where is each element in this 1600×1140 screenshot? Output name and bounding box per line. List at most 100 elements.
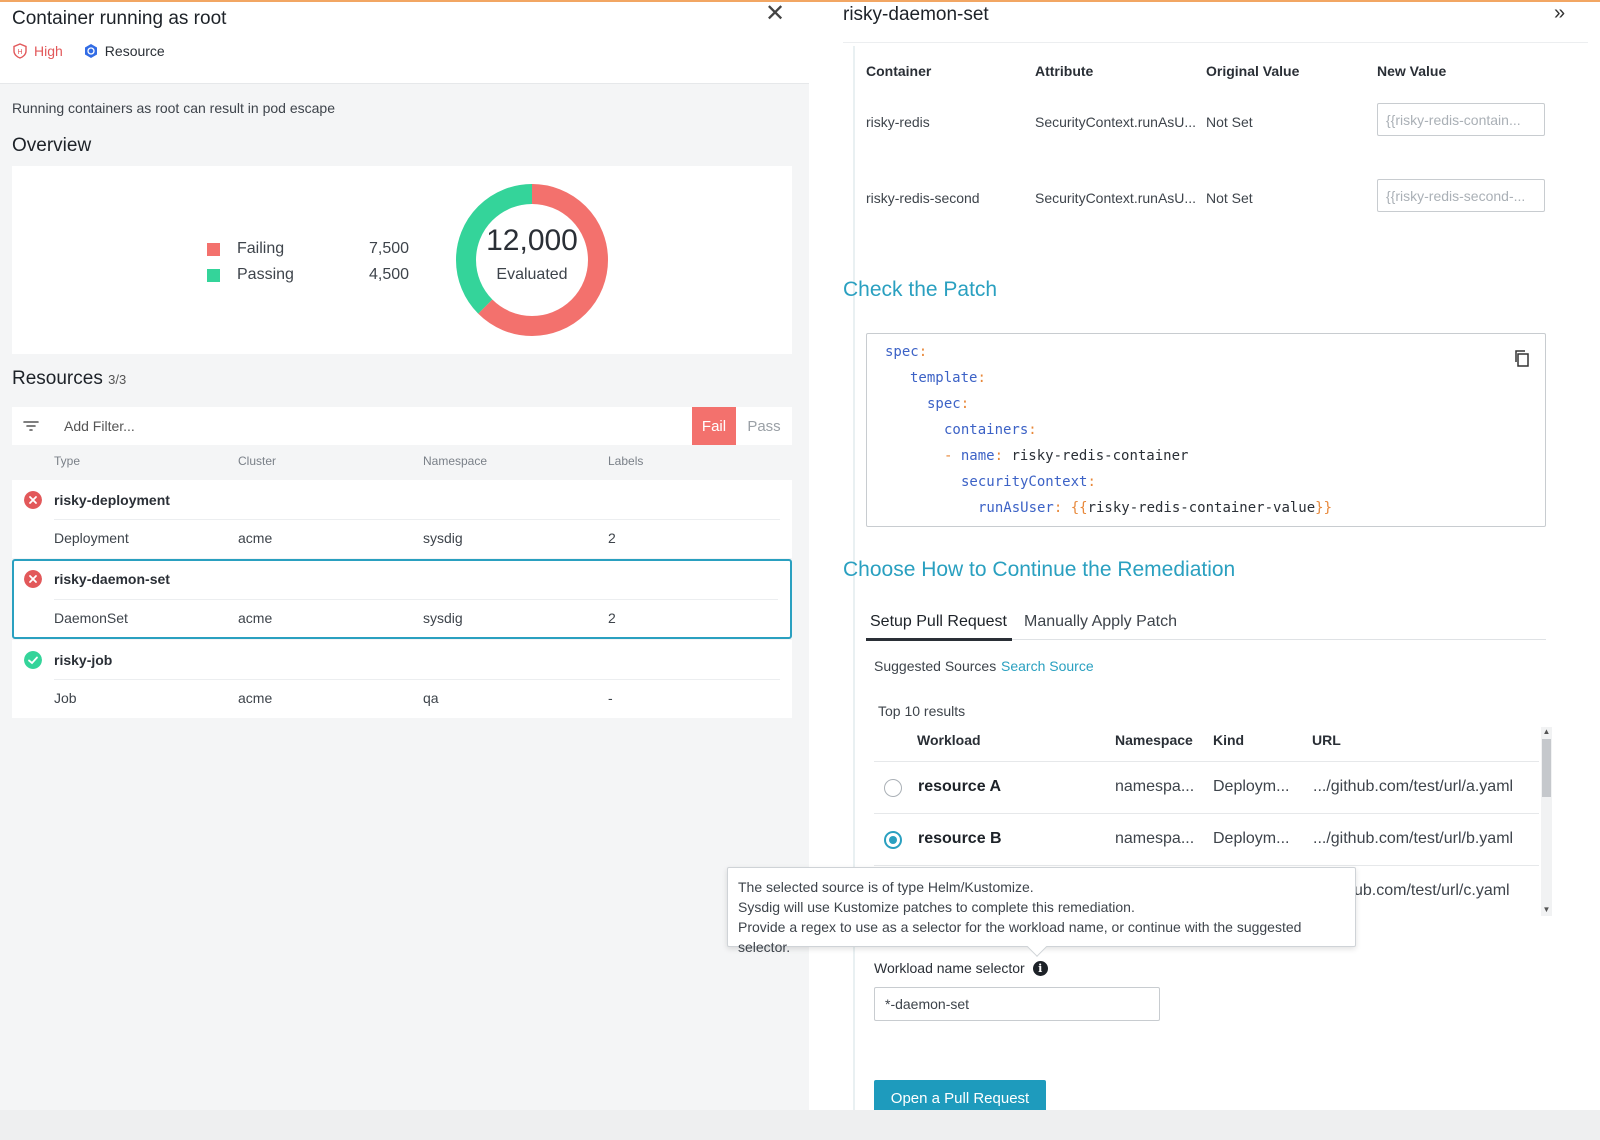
tab-manually-apply-patch[interactable]: Manually Apply Patch (1024, 613, 1177, 630)
filter-input[interactable] (64, 407, 624, 445)
svg-text:H: H (17, 49, 22, 56)
top-accent-bar (0, 0, 1600, 2)
divider (54, 519, 780, 520)
legend-value: 7,500 (369, 240, 410, 257)
resource-name: risky-job (54, 652, 113, 668)
check-patch-heading: Check the Patch (843, 278, 998, 301)
bottom-shade (0, 1110, 1600, 1140)
patch-col-attribute: Attribute (1035, 63, 1094, 79)
search-source-link[interactable]: Search Source (1001, 658, 1094, 674)
code-key: runAsUser (978, 500, 1054, 516)
legend-item-passing: Passing 4,500 (207, 262, 409, 288)
divider (843, 42, 1588, 43)
overview-heading: Overview (12, 135, 92, 156)
column-header-namespace[interactable]: Namespace (423, 454, 488, 468)
copy-icon[interactable] (1512, 348, 1532, 368)
expand-panel-icon[interactable]: » (1554, 2, 1566, 24)
workload-url: .../github.com/test/url/a.yaml (1313, 778, 1514, 795)
resource-labels: 2 (608, 530, 616, 546)
patch-original: Not Set (1206, 190, 1253, 206)
new-value-input[interactable]: {{risky-redis-contain... (1377, 103, 1545, 136)
scope-label: Resource (104, 43, 165, 59)
overview-card: Failing 7,500 Passing 4,500 12,000 Evalu… (12, 166, 792, 354)
failing-swatch (207, 242, 220, 256)
code-key: name (960, 448, 995, 464)
workload-url: ub.com/test/url/c.yaml (1354, 882, 1510, 899)
divider (54, 679, 780, 680)
code-key: securityContext (961, 474, 1088, 490)
legend-label: Passing (237, 266, 294, 283)
resources-heading: Resources 3/3 (12, 368, 126, 390)
scroll-thumb[interactable] (1542, 739, 1551, 797)
donut-passing-arc (456, 184, 608, 336)
workload-kind: Deploym... (1213, 778, 1290, 795)
tooltip-line: Provide a regex to use as a selector for… (738, 919, 1302, 955)
workload-col-workload: Workload (917, 732, 981, 748)
resource-cluster: acme (238, 690, 273, 706)
workload-selector-label: Workload name selector i (874, 960, 1048, 976)
workload-row-selected[interactable]: resource B namespa... Deploym... .../git… (874, 813, 1539, 865)
resource-namespace: sysdig (423, 530, 463, 546)
column-header-labels[interactable]: Labels (608, 454, 644, 468)
workload-name: resource A (918, 778, 1001, 795)
resource-cluster: acme (238, 610, 273, 626)
workload-radio-selected[interactable] (884, 831, 902, 849)
patch-col-new: New Value (1377, 63, 1447, 79)
finding-title: Container running as root (12, 8, 227, 29)
resources-count: 3/3 (108, 372, 127, 387)
donut-total-label: Evaluated (496, 266, 568, 283)
severity-badge: H High (12, 43, 63, 59)
column-header-type[interactable]: Type (54, 454, 81, 468)
fail-status-icon (24, 491, 42, 509)
scroll-down-arrow[interactable]: ▼ (1542, 905, 1551, 914)
scope-badge: Resource (83, 43, 165, 59)
legend-item-failing: Failing 7,500 (207, 236, 409, 262)
patch-original: Not Set (1206, 114, 1253, 130)
resources-title: Resources (12, 368, 103, 389)
resource-namespace: sysdig (423, 610, 463, 626)
patch-attribute: SecurityContext.runAsU... (1035, 114, 1197, 130)
close-icon[interactable]: ✕ (765, 0, 786, 27)
resource-name: risky-deployment (54, 492, 170, 508)
column-header-cluster[interactable]: Cluster (238, 454, 277, 468)
patch-col-container: Container (866, 63, 932, 79)
resource-row-selected[interactable]: risky-daemon-set DaemonSet acme sysdig 2 (12, 559, 792, 639)
workload-selector-input[interactable] (874, 987, 1160, 1021)
overview-legend: Failing 7,500 Passing 4,500 (207, 236, 409, 288)
pass-toggle-button[interactable]: Pass (747, 417, 781, 435)
section-guide-line (853, 46, 855, 1112)
workload-list-scrollbar[interactable]: ▲ ▼ (1541, 727, 1552, 916)
top-results-label: Top 10 results (878, 703, 966, 719)
kubernetes-icon (84, 44, 97, 58)
scroll-up-arrow[interactable]: ▲ (1542, 727, 1551, 736)
workload-name: resource B (918, 830, 1002, 847)
suggested-sources-label: Suggested Sources (874, 658, 997, 674)
resource-row[interactable]: risky-deployment Deployment acme sysdig … (12, 480, 792, 558)
tab-setup-pull-request[interactable]: Setup Pull Request (870, 613, 1007, 630)
tooltip-line: Sysdig will use Kustomize patches to com… (738, 899, 1135, 915)
legend-value: 4,500 (369, 266, 410, 283)
donut-total: 12,000 (486, 224, 578, 257)
workload-url: .../github.com/test/url/b.yaml (1313, 830, 1514, 847)
resource-row[interactable]: risky-job Job acme qa - (12, 640, 792, 718)
resource-filter-bar: Fail Pass (12, 407, 792, 445)
fail-toggle-button[interactable]: Fail (692, 407, 736, 445)
code-key: spec (885, 344, 919, 360)
patch-code-block: spec: template: spec: containers: - name… (866, 333, 1546, 527)
resource-detail-title: risky-daemon-set (843, 4, 989, 25)
workload-namespace: namespa... (1115, 778, 1195, 795)
passing-swatch (207, 268, 220, 282)
patch-container: risky-redis (866, 114, 930, 130)
workload-namespace: namespa... (1115, 830, 1195, 847)
workload-row[interactable]: resource A namespa... Deploym... .../git… (874, 761, 1539, 813)
helm-kustomize-tooltip: The selected source is of type Helm/Kust… (727, 867, 1356, 955)
new-value-input[interactable]: {{risky-redis-second-... (1377, 179, 1545, 212)
workload-radio[interactable] (884, 779, 902, 797)
legend-label: Failing (237, 240, 285, 257)
resource-type: DaemonSet (54, 610, 128, 626)
workload-col-url: URL (1312, 732, 1341, 748)
evaluation-donut-chart (456, 184, 608, 336)
filter-icon[interactable] (22, 417, 40, 435)
info-icon[interactable]: i (1032, 960, 1048, 976)
finding-header: Container running as root ✕ H High Resou… (0, 2, 809, 84)
